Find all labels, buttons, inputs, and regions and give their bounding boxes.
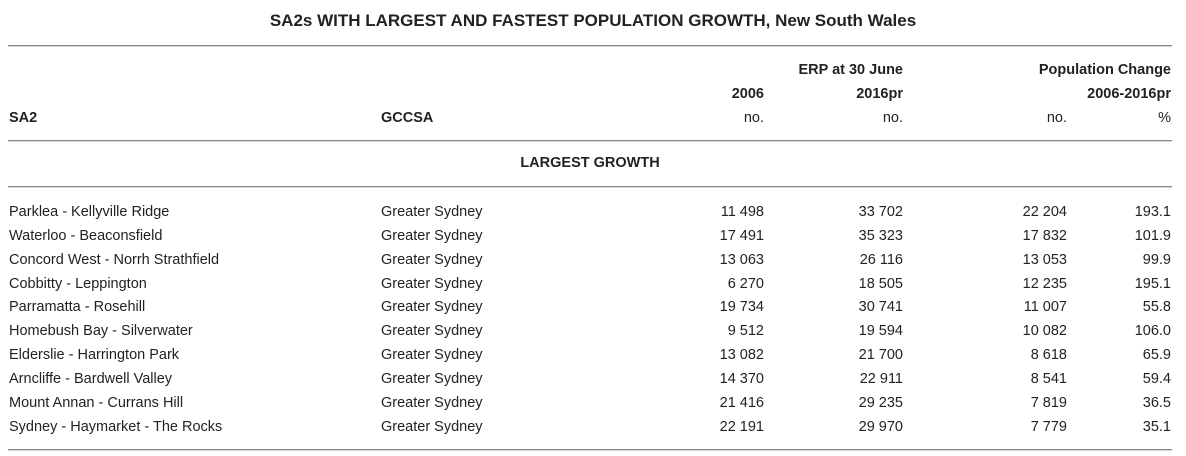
cell-change-no: 11 007 [1023, 299, 1067, 315]
cell-gccsa: Greater Sydney [381, 204, 483, 220]
cell-erp-2006: 19 734 [719, 299, 764, 315]
cell-sa2: Cobbitty - Leppington [9, 276, 147, 292]
header-unit-change-no: no. [1046, 110, 1067, 126]
cell-change-no: 8 541 [1030, 371, 1067, 387]
cell-sa2: Waterloo - Beaconsfield [9, 228, 163, 244]
cell-erp-2006: 13 063 [719, 252, 764, 268]
header-divider [8, 140, 1172, 141]
cell-erp-2016: 29 970 [858, 419, 903, 435]
header-change-group: Population Change [1038, 62, 1171, 78]
bottom-divider [8, 449, 1172, 450]
header-gccsa: GCCSA [381, 110, 434, 126]
cell-erp-2006: 17 491 [719, 228, 764, 244]
cell-change-pct: 106.0 [1134, 323, 1171, 339]
cell-erp-2006: 21 416 [719, 395, 764, 411]
cell-erp-2016: 19 594 [858, 323, 903, 339]
cell-change-no: 17 832 [1022, 228, 1067, 244]
cell-change-pct: 59.4 [1142, 371, 1171, 387]
section-divider [8, 186, 1172, 187]
cell-change-pct: 99.9 [1142, 252, 1171, 268]
cell-erp-2006: 6 270 [727, 276, 764, 292]
cell-erp-2016: 33 702 [858, 204, 903, 220]
cell-gccsa: Greater Sydney [381, 395, 483, 411]
header-unit-change-pct: % [1158, 110, 1171, 126]
cell-erp-2006: 9 512 [727, 323, 764, 339]
cell-change-no: 7 779 [1030, 419, 1067, 435]
cell-change-no: 22 204 [1022, 204, 1067, 220]
header-unit-2006: no. [743, 110, 764, 126]
cell-erp-2016: 21 700 [858, 347, 903, 363]
cell-erp-2016: 26 116 [859, 252, 903, 268]
section-heading: LARGEST GROWTH [520, 155, 660, 171]
cell-erp-2006: 11 498 [720, 204, 764, 220]
cell-gccsa: Greater Sydney [381, 228, 483, 244]
cell-erp-2016: 30 741 [858, 299, 903, 315]
cell-erp-2016: 35 323 [858, 228, 903, 244]
cell-gccsa: Greater Sydney [381, 323, 483, 339]
cell-change-no: 13 053 [1022, 252, 1067, 268]
cell-sa2: Mount Annan - Currans Hill [9, 395, 184, 411]
header-sa2: SA2 [9, 110, 38, 126]
cell-change-pct: 36.5 [1142, 395, 1171, 411]
cell-gccsa: Greater Sydney [381, 299, 483, 315]
cell-erp-2006: 14 370 [719, 371, 764, 387]
cell-erp-2016: 29 235 [858, 395, 903, 411]
cell-gccsa: Greater Sydney [381, 276, 483, 292]
cell-change-no: 12 235 [1022, 276, 1067, 292]
cell-gccsa: Greater Sydney [381, 347, 483, 363]
table-title: SA2s WITH LARGEST AND FASTEST POPULATION… [269, 11, 917, 30]
cell-sa2: Sydney - Haymarket - The Rocks [9, 419, 223, 435]
cell-gccsa: Greater Sydney [381, 252, 483, 268]
cell-erp-2006: 13 082 [719, 347, 764, 363]
cell-change-no: 10 082 [1022, 323, 1067, 339]
cell-change-no: 8 618 [1030, 347, 1067, 363]
cell-change-no: 7 819 [1030, 395, 1067, 411]
cell-change-pct: 195.1 [1134, 276, 1171, 292]
header-year-2006: 2006 [731, 86, 764, 102]
cell-sa2: Arncliffe - Bardwell Valley [9, 371, 173, 387]
cell-erp-2006: 22 191 [719, 419, 764, 435]
header-year-2016: 2016pr [856, 86, 903, 102]
cell-gccsa: Greater Sydney [381, 419, 483, 435]
cell-sa2: Parramatta - Rosehill [9, 299, 146, 315]
header-change-period: 2006-2016pr [1087, 86, 1171, 102]
cell-change-pct: 55.8 [1142, 299, 1171, 315]
cell-gccsa: Greater Sydney [381, 371, 483, 387]
cell-sa2: Elderslie - Harrington Park [9, 347, 180, 363]
cell-erp-2016: 18 505 [858, 276, 903, 292]
cell-change-pct: 35.1 [1142, 419, 1171, 435]
header-unit-2016: no. [882, 110, 903, 126]
cell-sa2: Concord West - Norrh Strathfield [9, 252, 220, 268]
cell-change-pct: 101.9 [1134, 228, 1171, 244]
cell-sa2: Homebush Bay - Silverwater [9, 323, 193, 339]
cell-sa2: Parklea - Kellyville Ridge [9, 204, 170, 220]
header-erp-group: ERP at 30 June [798, 62, 903, 78]
cell-erp-2016: 22 911 [859, 371, 903, 387]
cell-change-pct: 65.9 [1142, 347, 1171, 363]
top-divider [8, 45, 1172, 46]
cell-change-pct: 193.1 [1134, 204, 1171, 220]
